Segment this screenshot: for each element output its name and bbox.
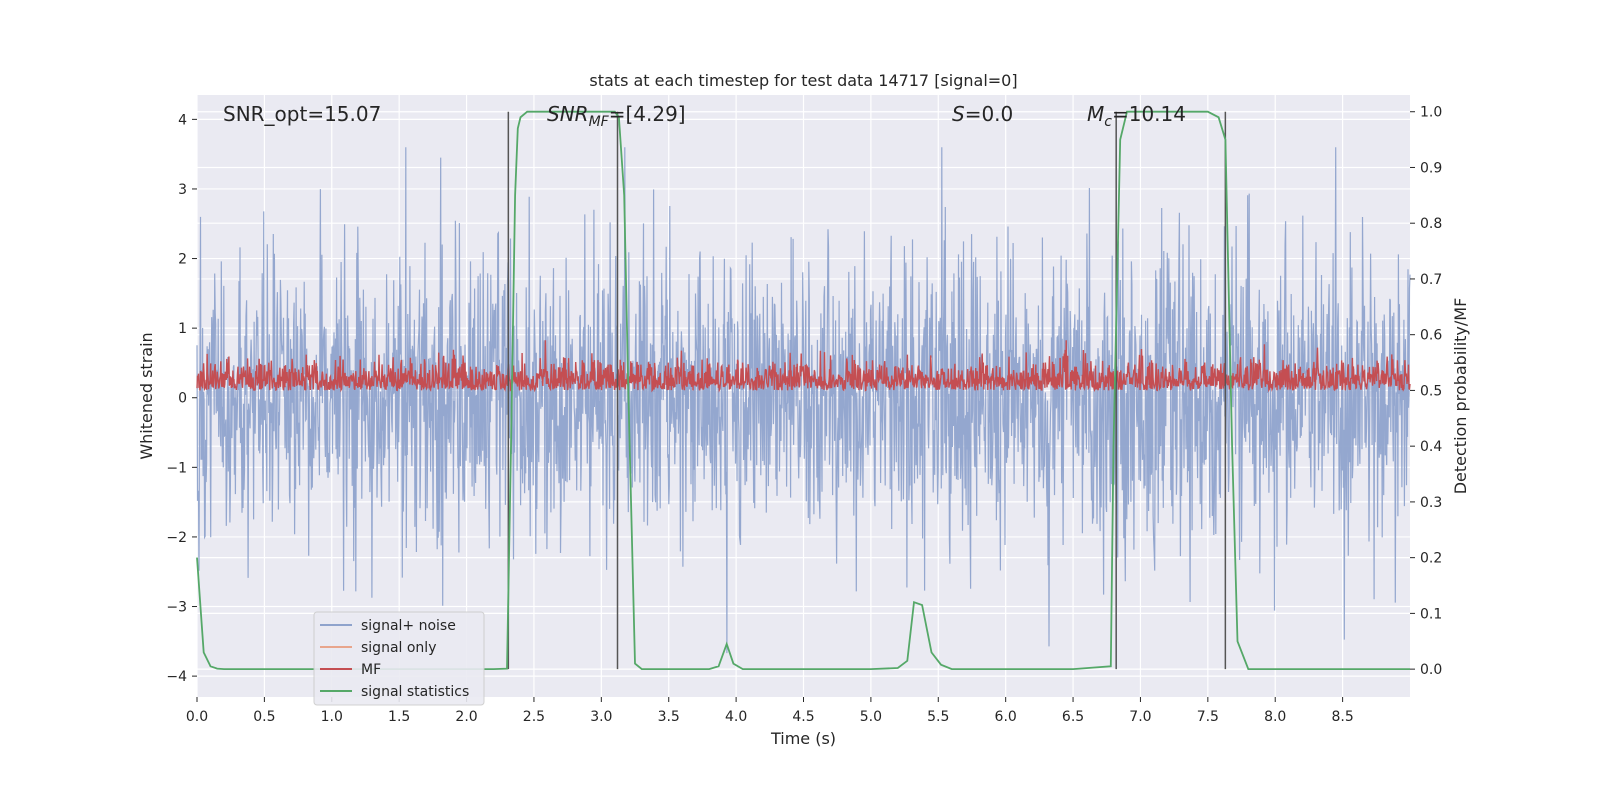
x-tick-label: 8.5: [1331, 709, 1353, 725]
x-tick-label: 2.0: [455, 709, 477, 725]
annotation-s-italic: S: [952, 102, 965, 126]
y2-tick-label: 0.3: [1420, 495, 1442, 511]
legend-label: signal+ noise: [361, 618, 456, 634]
y-tick-label: 1: [178, 321, 187, 337]
annotation-s: S=0.0: [952, 102, 1013, 126]
y2-axis-label: Detection probability/MF: [1451, 298, 1470, 495]
legend: signal+ noise signal only MF signal statist…: [313, 611, 485, 706]
annotation-mc-sub: c: [1104, 114, 1112, 130]
mf-series: [196, 340, 1411, 393]
y2-axis-ticks: 1.0 0.9 0.8 0.7 0.6 0.5 0.4 0.3 0.2 0.1 0.0: [1410, 105, 1442, 678]
y2-tick-label: 1.0: [1420, 105, 1442, 121]
y2-tick-label: 0.1: [1420, 606, 1442, 622]
x-tick-label: 1.0: [321, 709, 343, 725]
annotation-snr-mf: SNRMF=[4.29]: [547, 102, 686, 130]
x-tick-label: 5.5: [927, 709, 949, 725]
y-tick-label: 3: [178, 182, 187, 198]
y2-tick-label: 0.7: [1420, 272, 1442, 288]
y2-tick-label: 0.2: [1420, 551, 1442, 567]
x-axis-ticks: 0.0 0.5 1.0 1.5 2.0 2.5 3.0 3.5 4.0 4.5 5.0 5.5 6.0 6…: [186, 697, 1354, 725]
x-tick-label: 3.5: [658, 709, 680, 725]
annotation-mc: Mc=10.14: [1087, 102, 1186, 130]
x-tick-label: 2.5: [523, 709, 545, 725]
x-tick-label: 7.0: [1129, 709, 1151, 725]
mf-line: [196, 340, 1411, 393]
annotation-snr-mf-main: SNR: [547, 102, 589, 126]
legend-box: [313, 611, 485, 706]
legend-label: MF: [361, 662, 381, 678]
x-tick-label: 6.0: [995, 709, 1017, 725]
y-tick-label: 2: [178, 252, 187, 268]
annotation-snr-mf-rest: =[4.29]: [609, 102, 686, 126]
chart-title: stats at each timestep for test data 147…: [589, 71, 1017, 90]
y-tick-label: −3: [166, 600, 187, 616]
x-tick-label: 5.0: [860, 709, 882, 725]
legend-label: signal statistics: [361, 684, 469, 700]
y-tick-label: −4: [166, 669, 187, 685]
x-tick-label: 4.0: [725, 709, 747, 725]
annotation-mc-main: M: [1087, 102, 1104, 126]
y-tick-label: −2: [166, 530, 187, 546]
x-axis-label: Time (s): [770, 729, 836, 748]
x-tick-label: 6.5: [1062, 709, 1084, 725]
y2-tick-label: 0.0: [1420, 662, 1442, 678]
y-tick-label: 4: [178, 112, 187, 128]
y-axis-ticks: 4 3 2 1 0 −1 −2 −3 −4: [166, 112, 197, 685]
annotation-snr-mf-sub: MF: [589, 114, 610, 130]
x-tick-label: 0.0: [186, 709, 208, 725]
x-tick-label: 7.5: [1197, 709, 1219, 725]
annotation-snr-opt: SNR_opt=15.07: [223, 102, 381, 126]
y2-tick-label: 0.4: [1420, 439, 1442, 455]
x-tick-label: 3.0: [590, 709, 612, 725]
x-tick-label: 0.5: [253, 709, 275, 725]
x-tick-label: 4.5: [792, 709, 814, 725]
y2-tick-label: 0.5: [1420, 383, 1442, 399]
y2-tick-label: 0.9: [1420, 160, 1442, 176]
x-tick-label: 1.5: [388, 709, 410, 725]
y2-tick-label: 0.6: [1420, 328, 1442, 344]
x-tick-label: 8.0: [1264, 709, 1286, 725]
annotation-mc-rest: =10.14: [1112, 102, 1186, 126]
annotation-s-rest: =0.0: [965, 102, 1014, 126]
y-axis-label: Whitened strain: [137, 332, 156, 459]
y2-tick-label: 0.8: [1420, 216, 1442, 232]
y-tick-label: 0: [178, 391, 187, 407]
y-tick-label: −1: [166, 460, 187, 476]
vertical-markers: [507, 111, 1227, 670]
legend-label: signal only: [361, 640, 436, 656]
